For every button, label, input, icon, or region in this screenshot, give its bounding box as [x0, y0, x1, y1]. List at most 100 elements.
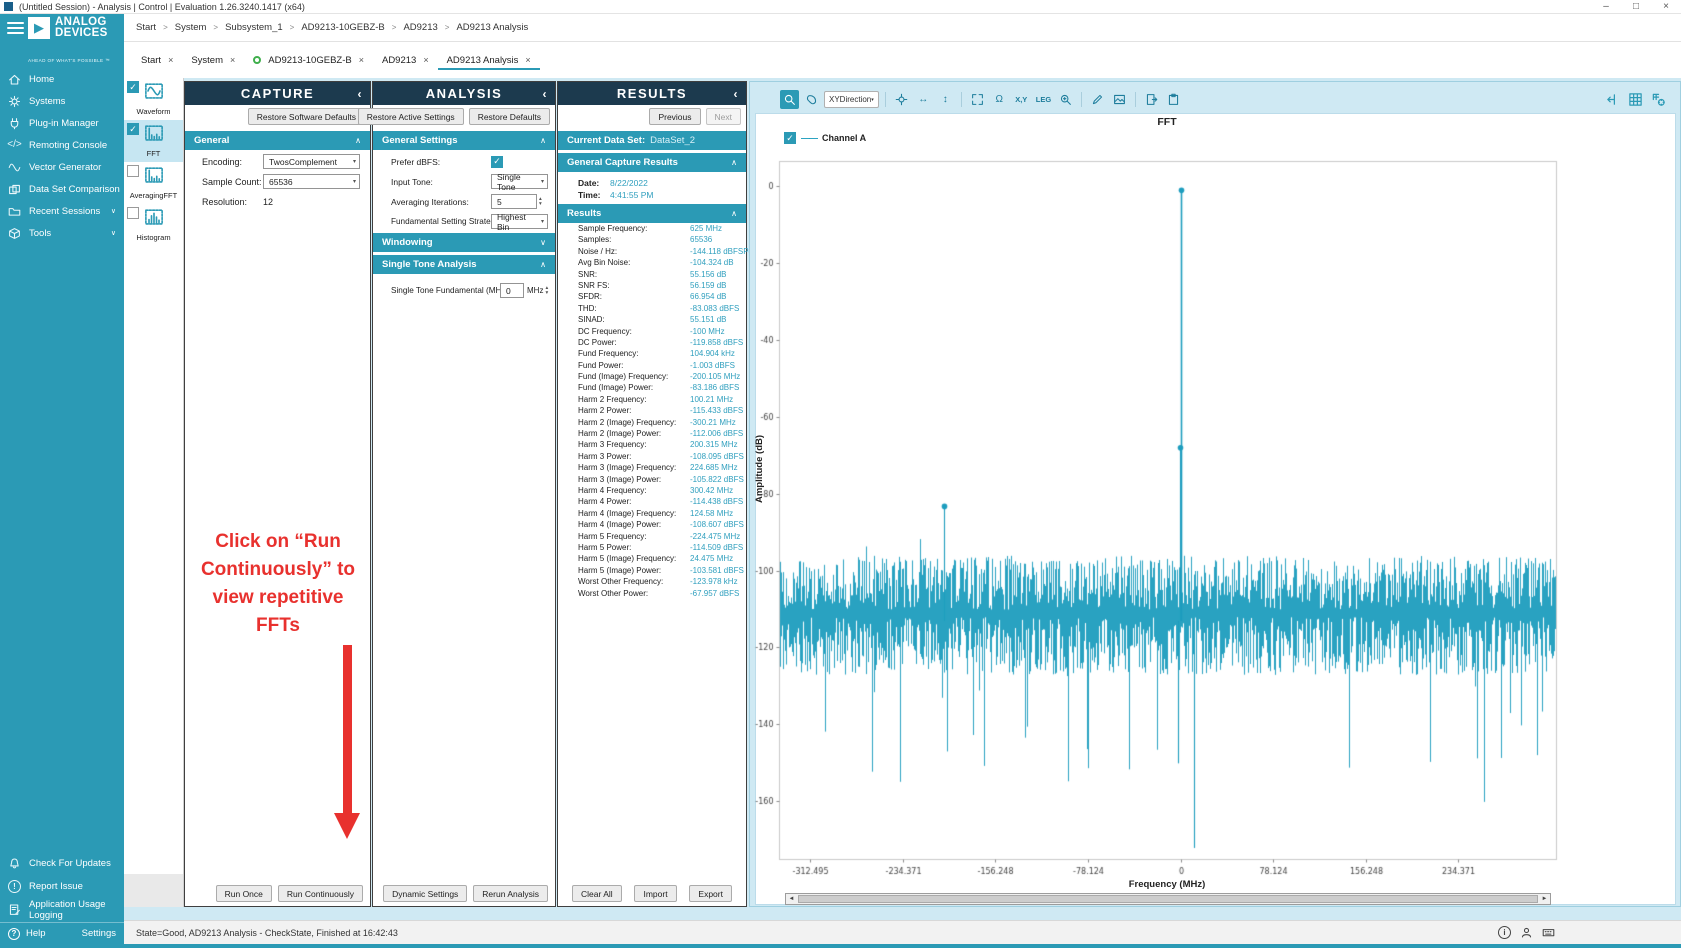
sidebar-item-data-set-comparison[interactable]: Data Set Comparison [0, 178, 124, 200]
open-session-folder-icon[interactable] [1649, 20, 1667, 36]
close-icon[interactable]: × [230, 55, 236, 65]
export-icon[interactable] [1142, 90, 1161, 109]
breadcrumb-item[interactable]: AD9213 [403, 22, 438, 33]
export-button[interactable]: Export [689, 885, 732, 902]
general-section-header[interactable]: General [194, 135, 230, 146]
tab-ad9213-analysis[interactable]: AD9213 Analysis × [438, 51, 540, 70]
tool-fft[interactable]: ✓ FFT [124, 120, 183, 162]
keyboard-icon[interactable] [1542, 926, 1555, 939]
chart-scrollbar[interactable]: ◄ ► [785, 893, 1551, 905]
scroll-left-icon[interactable]: ◄ [788, 896, 795, 902]
maximize-icon[interactable]: □ [1632, 0, 1640, 12]
sidebar-item-systems[interactable]: Systems [0, 90, 124, 112]
checkbox[interactable] [127, 207, 139, 219]
collapse-results-icon[interactable]: ‹ [733, 86, 739, 101]
chevron-down-icon[interactable]: ∨ [540, 238, 546, 247]
general-settings-header[interactable]: General Settings [382, 135, 458, 146]
breadcrumb-item[interactable]: AD9213 Analysis [456, 22, 529, 33]
input-tone-select[interactable]: Single Tone ▾ [491, 172, 548, 192]
sidebar-item-vector-generator[interactable]: Vector Generator [0, 156, 124, 178]
general-capture-results-header[interactable]: General Capture Results [567, 157, 678, 168]
chevron-up-icon[interactable]: ∧ [355, 136, 361, 145]
clear-all-button[interactable]: Clear All [572, 885, 622, 902]
tab-system[interactable]: System × [182, 51, 244, 70]
sidebar-item-settings[interactable]: Settings [64, 927, 116, 940]
channel-a-checkbox[interactable]: ✓ [784, 132, 796, 144]
checkbox[interactable] [127, 165, 139, 177]
info-icon[interactable]: i [1498, 926, 1511, 939]
encoding-select[interactable]: TwosComplement ▾ [263, 154, 360, 169]
sidebar-item-application-usage-logging[interactable]: Application Usage Logging [0, 898, 124, 921]
chevron-up-icon[interactable]: ∧ [540, 136, 546, 145]
account-icon[interactable] [1520, 926, 1533, 939]
fit-all-icon[interactable] [968, 90, 987, 109]
breadcrumb-item[interactable]: AD9213-10GEBZ-B [301, 22, 385, 33]
tool-settings-button[interactable] [124, 874, 183, 907]
sidebar-item-remoting-console[interactable]: </> Remoting Console [0, 134, 124, 156]
single-tone-fundamental-input[interactable]: 0 [500, 283, 524, 298]
checkbox[interactable]: ✓ [127, 81, 139, 93]
sidebar-item-help[interactable]: Help [26, 928, 46, 939]
center-icon[interactable] [892, 90, 911, 109]
chevron-up-icon[interactable]: ∧ [731, 158, 737, 167]
sidebar-item-plug-in-manager[interactable]: Plug-in Manager [0, 112, 124, 134]
tab-start[interactable]: Start × [132, 51, 182, 70]
single-tone-section-header[interactable]: Single Tone Analysis [382, 259, 477, 270]
annotate-icon[interactable] [1088, 90, 1107, 109]
stepper-icon[interactable]: ▴ ▾ [539, 196, 542, 207]
minimize-icon[interactable]: – [1603, 0, 1609, 12]
windowing-section-header[interactable]: Windowing [382, 237, 433, 248]
collapse-panel-icon[interactable] [1605, 92, 1620, 107]
zoom-select-icon[interactable] [780, 90, 799, 109]
scroll-right-icon[interactable]: ► [1541, 896, 1548, 902]
tool-averagingfft[interactable]: AveragingFFT [124, 162, 183, 204]
sidebar-item-report-issue[interactable]: ! Report Issue [0, 875, 124, 898]
tab-ad9213[interactable]: AD9213 × [373, 51, 438, 70]
results-section-header[interactable]: Results [567, 208, 602, 219]
grid-icon[interactable] [1628, 92, 1643, 107]
fundamental-strategy-select[interactable]: Highest Bin ▾ [491, 212, 548, 232]
fft-plot[interactable] [751, 153, 1566, 881]
restore-active-settings-button[interactable]: Restore Active Settings [357, 108, 464, 125]
prefer-dbfs-checkbox[interactable]: ✓ [491, 155, 503, 168]
collapse-capture-icon[interactable]: ‹ [357, 86, 363, 101]
checkbox[interactable]: ✓ [127, 123, 139, 135]
collapse-analysis-icon[interactable]: ‹ [542, 86, 548, 101]
xy-values-button[interactable]: X,Y [1015, 95, 1028, 104]
sidebar-item-check-for-updates[interactable]: Check For Updates [0, 852, 124, 875]
zoom-window-icon[interactable] [1056, 90, 1075, 109]
xydirection-button[interactable]: XYDirection ▾ [824, 91, 879, 108]
sample-count-select[interactable]: 65536 ▾ [263, 174, 360, 189]
close-icon[interactable]: × [358, 55, 364, 65]
close-icon[interactable]: × [1663, 0, 1669, 12]
legend-toggle-button[interactable]: LEG [1035, 95, 1052, 104]
snapshot-icon[interactable] [1110, 90, 1129, 109]
fit-vertical-icon[interactable]: ↕ [942, 94, 948, 105]
restore-defaults-button[interactable]: Restore Defaults [468, 108, 550, 125]
run-once-button[interactable]: Run Once [215, 885, 272, 902]
previous-button[interactable]: Previous [649, 108, 701, 125]
breadcrumb-item[interactable]: Start [136, 22, 157, 33]
import-button[interactable]: Import [634, 885, 677, 902]
breadcrumb-item[interactable]: System [174, 22, 207, 33]
scrollbar-thumb[interactable] [798, 895, 1538, 903]
close-icon[interactable]: × [525, 55, 531, 65]
undo-zoom-icon[interactable]: Ω [995, 94, 1003, 105]
sidebar-item-recent-sessions[interactable]: Recent Sessions ∨ [0, 200, 124, 222]
sidebar-item-tools[interactable]: Tools ∨ [0, 222, 124, 244]
stepper-icon[interactable]: ▴ ▾ [545, 285, 549, 296]
chevron-up-icon[interactable]: ∧ [540, 260, 546, 269]
run-continuously-button[interactable]: Run Continuously [277, 885, 363, 902]
close-icon[interactable]: × [168, 55, 174, 65]
pan-icon[interactable] [802, 90, 821, 109]
clipboard-icon[interactable] [1164, 90, 1183, 109]
tool-histogram[interactable]: Histogram [124, 204, 183, 246]
next-button[interactable]: Next [705, 108, 741, 125]
hamburger-menu-icon[interactable] [7, 22, 24, 37]
close-icon[interactable]: × [423, 55, 429, 65]
snap-grid-icon[interactable] [1651, 92, 1666, 107]
rerun-analysis-button[interactable]: Rerun Analysis [473, 885, 548, 902]
sidebar-item-home[interactable]: Home [0, 68, 124, 90]
restore-software-defaults-button[interactable]: Restore Software Defaults [247, 108, 365, 125]
dynamic-settings-button[interactable]: Dynamic Settings [383, 885, 468, 902]
